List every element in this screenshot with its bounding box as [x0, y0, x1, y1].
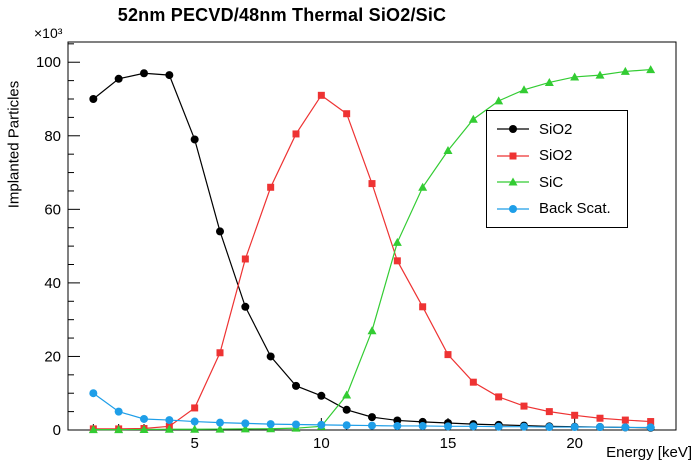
legend-item: Back Scat. — [487, 200, 627, 217]
legend-item-label: Back Scat. — [539, 200, 611, 218]
y-tick-label: 80 — [44, 128, 61, 145]
series-3-back-scat- — [89, 389, 655, 432]
y-tick-label: 0 — [53, 422, 61, 439]
y-axis-ticks: 0 20 40 60 80 100 — [36, 43, 80, 439]
y-tick-label: 100 — [36, 54, 61, 71]
plot-frame — [67, 41, 677, 431]
legend-triangle-up-icon — [497, 177, 529, 186]
y-tick-label: 40 — [44, 275, 61, 292]
legend-circle-icon — [497, 125, 529, 134]
x-axis-title: Energy [keV] — [606, 444, 692, 461]
y-tick-label: 60 — [44, 201, 61, 218]
x-tick-label: 5 — [190, 435, 198, 452]
legend-item: SiO2 — [487, 147, 627, 164]
legend-circle-icon — [497, 204, 529, 213]
y-tick-label: 20 — [44, 348, 61, 365]
legend: SiO2 SiO2 SiC Back Scat. — [486, 110, 628, 228]
chart-title: 52nm PECVD/48nm Thermal SiO2/SiC — [117, 5, 447, 25]
legend-item: SiO2 — [487, 121, 627, 138]
series-2-sic — [88, 65, 656, 434]
x-tick-label: 15 — [440, 435, 457, 452]
legend-square-icon — [497, 152, 529, 160]
legend-item-label: SiC — [539, 173, 564, 191]
y-axis-multiplier: ×10³ — [34, 25, 63, 41]
legend-item: SiC — [487, 174, 627, 191]
x-tick-label: 20 — [566, 435, 583, 452]
x-tick-label: 10 — [313, 435, 330, 452]
legend-item-label: SiO2 — [539, 120, 573, 138]
legend-item-label: SiO2 — [539, 147, 573, 165]
